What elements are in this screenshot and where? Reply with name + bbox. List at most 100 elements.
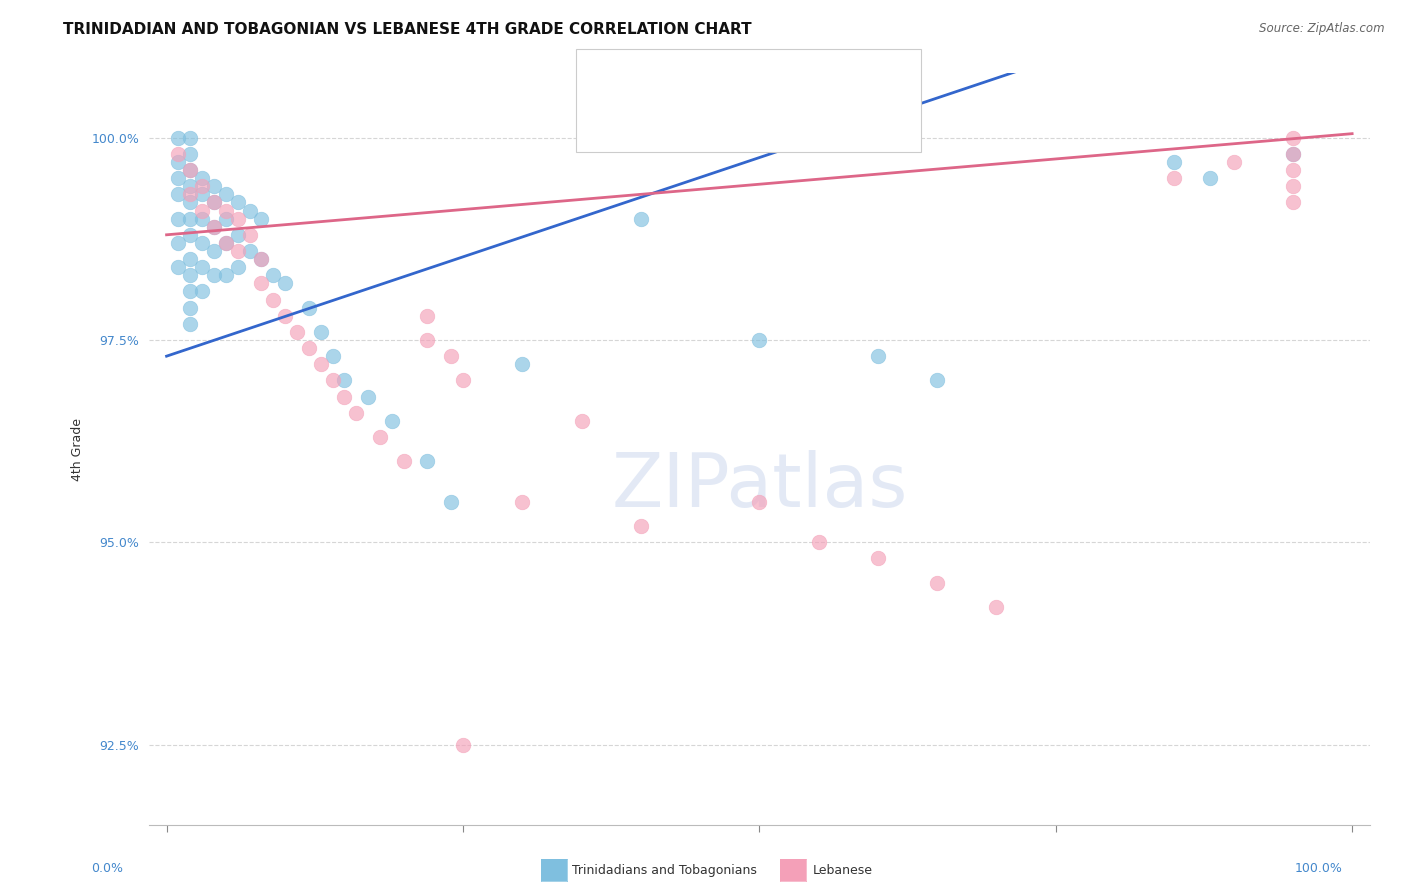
Point [226, 260, 249, 275]
Point [226, 211, 249, 226]
Point [262, 268, 284, 283]
Point [238, 227, 260, 242]
Point [298, 301, 321, 315]
Point [1282, 130, 1305, 145]
Point [250, 211, 273, 226]
Text: Lebanese: Lebanese [813, 864, 873, 877]
Point [191, 235, 214, 250]
Point [262, 293, 284, 307]
Point [1198, 171, 1220, 186]
Point [630, 211, 652, 226]
Point [215, 211, 238, 226]
Point [274, 277, 297, 291]
Point [333, 390, 356, 404]
Point [927, 575, 949, 590]
Point [215, 187, 238, 202]
Point [274, 309, 297, 323]
Point [167, 260, 190, 275]
Text: Source: ZipAtlas.com: Source: ZipAtlas.com [1260, 22, 1385, 36]
Point [202, 195, 225, 210]
Point [510, 495, 533, 509]
Point [571, 414, 593, 428]
Point [202, 179, 225, 194]
Point [381, 414, 404, 428]
Text: R = 0.382   N = 59: R = 0.382 N = 59 [633, 72, 789, 87]
Point [215, 203, 238, 218]
Point [167, 211, 190, 226]
Text: TRINIDADIAN AND TOBAGONIAN VS LEBANESE 4TH GRADE CORRELATION CHART: TRINIDADIAN AND TOBAGONIAN VS LEBANESE 4… [63, 22, 752, 37]
Point [250, 252, 273, 266]
Point [179, 317, 201, 331]
Point [451, 738, 474, 752]
Point [226, 195, 249, 210]
Point [191, 171, 214, 186]
Point [368, 430, 391, 444]
Y-axis label: 4th Grade: 4th Grade [72, 417, 84, 481]
Point [285, 325, 308, 339]
Point [167, 235, 190, 250]
Point [191, 179, 214, 194]
Point [866, 551, 889, 566]
Point [1282, 147, 1305, 161]
Point [416, 309, 439, 323]
Point [179, 195, 201, 210]
Point [179, 163, 201, 178]
Point [191, 203, 214, 218]
Point [322, 374, 344, 388]
Point [1163, 155, 1185, 169]
Text: 100.0%: 100.0% [1295, 863, 1343, 875]
Point [927, 374, 949, 388]
Point [179, 187, 201, 202]
Point [191, 187, 214, 202]
Point [167, 171, 190, 186]
Text: R = 0.158   N = 44: R = 0.158 N = 44 [633, 110, 789, 124]
Point [179, 252, 201, 266]
Point [748, 333, 770, 347]
Point [179, 301, 201, 315]
Point [202, 219, 225, 234]
Point [179, 268, 201, 283]
Point [866, 349, 889, 363]
Point [215, 235, 238, 250]
Text: ZIPatlas: ZIPatlas [612, 450, 907, 524]
Point [202, 219, 225, 234]
Point [440, 495, 463, 509]
Point [226, 244, 249, 258]
Point [1282, 147, 1305, 161]
Point [357, 390, 380, 404]
Point [191, 260, 214, 275]
Point [344, 406, 367, 420]
Point [630, 519, 652, 533]
Point [179, 211, 201, 226]
Point [167, 147, 190, 161]
Point [250, 277, 273, 291]
Point [238, 244, 260, 258]
Point [807, 535, 830, 549]
Point [167, 155, 190, 169]
Point [191, 211, 214, 226]
Point [179, 147, 201, 161]
Point [215, 268, 238, 283]
Point [226, 227, 249, 242]
Point [167, 130, 190, 145]
Point [416, 454, 439, 468]
Point [298, 341, 321, 355]
Point [1282, 195, 1305, 210]
Point [238, 203, 260, 218]
Point [416, 333, 439, 347]
Point [440, 349, 463, 363]
Point [1163, 171, 1185, 186]
Point [202, 195, 225, 210]
Point [179, 130, 201, 145]
Point [309, 325, 332, 339]
Text: 0.0%: 0.0% [91, 863, 124, 875]
Point [179, 227, 201, 242]
Text: Trinidadians and Tobagonians: Trinidadians and Tobagonians [572, 864, 756, 877]
Point [986, 599, 1008, 614]
Point [333, 374, 356, 388]
Point [179, 179, 201, 194]
Point [191, 285, 214, 299]
Point [250, 252, 273, 266]
Point [1222, 155, 1244, 169]
Point [451, 374, 474, 388]
